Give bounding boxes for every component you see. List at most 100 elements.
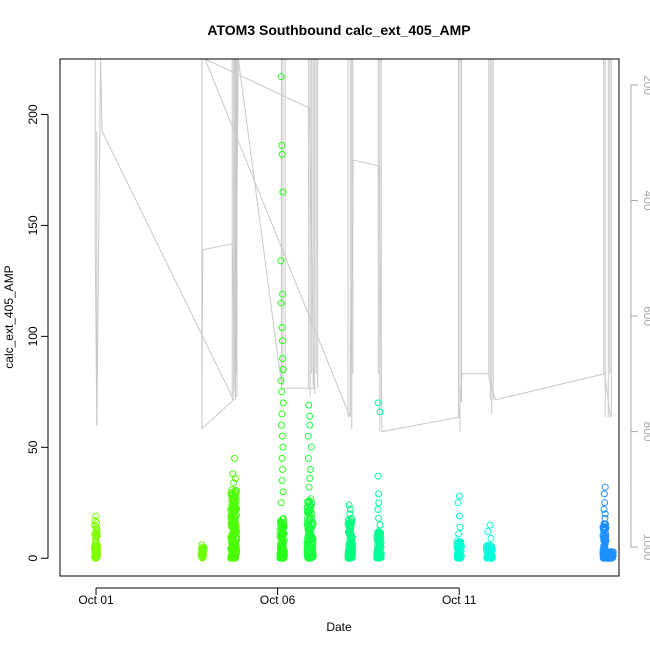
data-point bbox=[199, 551, 207, 559]
data-point bbox=[279, 290, 287, 298]
data-point bbox=[92, 512, 100, 520]
data-point bbox=[232, 526, 240, 534]
data-point bbox=[346, 510, 354, 518]
data-point bbox=[377, 552, 385, 560]
right-tick-label: 400 bbox=[641, 190, 650, 210]
data-point bbox=[92, 539, 99, 547]
data-point bbox=[304, 545, 312, 553]
data-point bbox=[227, 544, 235, 552]
y-tick-label: 50 bbox=[26, 440, 40, 454]
data-point bbox=[278, 454, 286, 462]
right-tick-label: 800 bbox=[641, 422, 650, 442]
data-point bbox=[307, 495, 315, 503]
data-point bbox=[455, 530, 463, 538]
data-point bbox=[345, 501, 353, 509]
data-point bbox=[456, 523, 464, 531]
data-point bbox=[305, 401, 313, 409]
data-point bbox=[279, 515, 286, 523]
data-point bbox=[279, 355, 287, 362]
x-axis-label: Date bbox=[326, 620, 352, 634]
data-point bbox=[605, 553, 613, 560]
right-tick-label: 600 bbox=[641, 306, 650, 326]
data-point bbox=[600, 490, 608, 498]
depth-profile-layer bbox=[94, 58, 612, 433]
right-tick-label: 200 bbox=[641, 75, 650, 95]
y-axis-label: calc_ext_405_AMP bbox=[2, 265, 16, 368]
data-point bbox=[485, 547, 493, 555]
data-point bbox=[309, 553, 317, 561]
data-point bbox=[601, 510, 609, 518]
data-point bbox=[601, 527, 609, 534]
data-point bbox=[278, 324, 286, 331]
data-point bbox=[453, 554, 461, 562]
data-point bbox=[304, 538, 312, 546]
data-point bbox=[277, 257, 285, 265]
data-point bbox=[279, 188, 287, 196]
axes-layer: 0 50 100 150 200 Oct 01 Oct 06 Oct 11 200 400 600 8… bbox=[26, 75, 650, 607]
data-point bbox=[278, 477, 286, 485]
data-point bbox=[376, 533, 384, 541]
data-point bbox=[231, 454, 238, 462]
data-point bbox=[91, 530, 99, 538]
x-tick-label: Oct 11 bbox=[442, 593, 477, 607]
y-tick-label: 0 bbox=[26, 555, 40, 562]
data-point bbox=[601, 539, 609, 547]
data-point bbox=[229, 470, 237, 478]
data-point bbox=[198, 541, 206, 549]
data-point bbox=[375, 490, 383, 498]
data-point bbox=[346, 505, 354, 513]
data-point bbox=[277, 377, 285, 385]
data-point bbox=[230, 479, 237, 487]
y-tick-label: 200 bbox=[26, 104, 40, 124]
data-point bbox=[303, 521, 311, 529]
data-point bbox=[304, 531, 312, 539]
data-point bbox=[304, 549, 312, 557]
data-point bbox=[487, 534, 495, 542]
data-point bbox=[305, 483, 313, 491]
data-point bbox=[601, 542, 609, 550]
data-point bbox=[374, 505, 382, 513]
data-point bbox=[305, 507, 313, 515]
data-point bbox=[279, 366, 287, 374]
data-point bbox=[484, 528, 492, 536]
data-point bbox=[279, 443, 287, 451]
y-tick-label: 100 bbox=[26, 326, 40, 346]
data-point bbox=[232, 497, 240, 504]
data-point bbox=[305, 511, 312, 519]
x-tick-label: Oct 06 bbox=[260, 593, 296, 607]
data-point bbox=[278, 432, 286, 440]
right-tick-label: 1000 bbox=[641, 534, 650, 561]
data-point bbox=[276, 533, 284, 541]
data-point bbox=[346, 519, 354, 527]
data-point bbox=[278, 388, 286, 396]
data-point bbox=[230, 502, 238, 510]
chart-title: ATOM3 Southbound calc_ext_405_AMP bbox=[207, 22, 470, 38]
x-tick-label: Oct 01 bbox=[78, 593, 114, 607]
data-point bbox=[279, 399, 287, 407]
data-point bbox=[232, 523, 240, 531]
data-point bbox=[454, 499, 462, 507]
data-point bbox=[456, 512, 463, 520]
data-point bbox=[229, 503, 237, 511]
data-point bbox=[278, 421, 285, 429]
data-point bbox=[228, 496, 236, 504]
data-point bbox=[375, 514, 382, 522]
data-point bbox=[231, 537, 238, 545]
data-point bbox=[277, 519, 285, 527]
data-point bbox=[600, 505, 608, 513]
data-point bbox=[231, 552, 239, 560]
data-point bbox=[304, 432, 312, 440]
data-point bbox=[231, 515, 239, 523]
data-point bbox=[276, 543, 284, 551]
data-point bbox=[376, 521, 384, 529]
data-points-layer bbox=[91, 73, 617, 562]
data-point bbox=[307, 443, 315, 451]
data-point bbox=[91, 517, 99, 524]
data-point bbox=[279, 466, 286, 473]
data-point bbox=[345, 528, 352, 536]
data-point bbox=[486, 521, 494, 529]
data-point bbox=[374, 472, 382, 480]
data-point bbox=[278, 150, 286, 158]
data-point bbox=[231, 486, 239, 494]
